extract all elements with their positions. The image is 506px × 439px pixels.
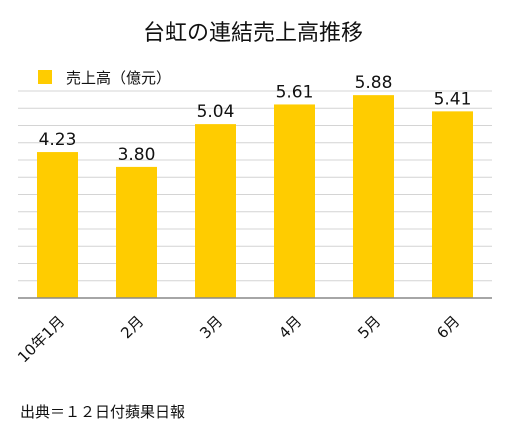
gridlines — [18, 90, 492, 282]
legend-label: 売上高（億元） — [66, 69, 171, 87]
value-label: 3.80 — [118, 145, 156, 165]
category-label: 2月 — [117, 312, 147, 342]
value-label: 5.41 — [434, 89, 472, 109]
value-label: 4.23 — [39, 130, 77, 150]
value-label: 5.88 — [355, 73, 393, 93]
bar-1 — [37, 152, 78, 298]
source-note: 出典＝１２日付蘋果日報 — [20, 403, 185, 421]
bars — [37, 95, 473, 299]
category-label: 4月 — [275, 312, 305, 342]
value-label: 5.61 — [276, 82, 314, 102]
bar-5 — [353, 95, 394, 298]
category-label: 10年1月 — [14, 312, 68, 366]
chart-title: 台虹の連結売上高推移 — [143, 21, 363, 46]
bar-4 — [274, 104, 315, 298]
category-label: 6月 — [433, 312, 463, 342]
legend: 売上高（億元） — [38, 69, 171, 87]
bar-6 — [432, 111, 473, 298]
bar-3 — [195, 124, 236, 299]
category-label: 5月 — [354, 312, 384, 342]
category-labels: 10年1月 2月 3月 4月 5月 6月 — [14, 312, 463, 366]
value-label: 5.04 — [197, 102, 235, 122]
value-labels: 4.23 3.80 5.04 5.61 5.88 5.41 — [39, 73, 472, 165]
bar-2 — [116, 166, 157, 298]
legend-swatch — [38, 70, 52, 84]
category-label: 3月 — [196, 312, 226, 342]
